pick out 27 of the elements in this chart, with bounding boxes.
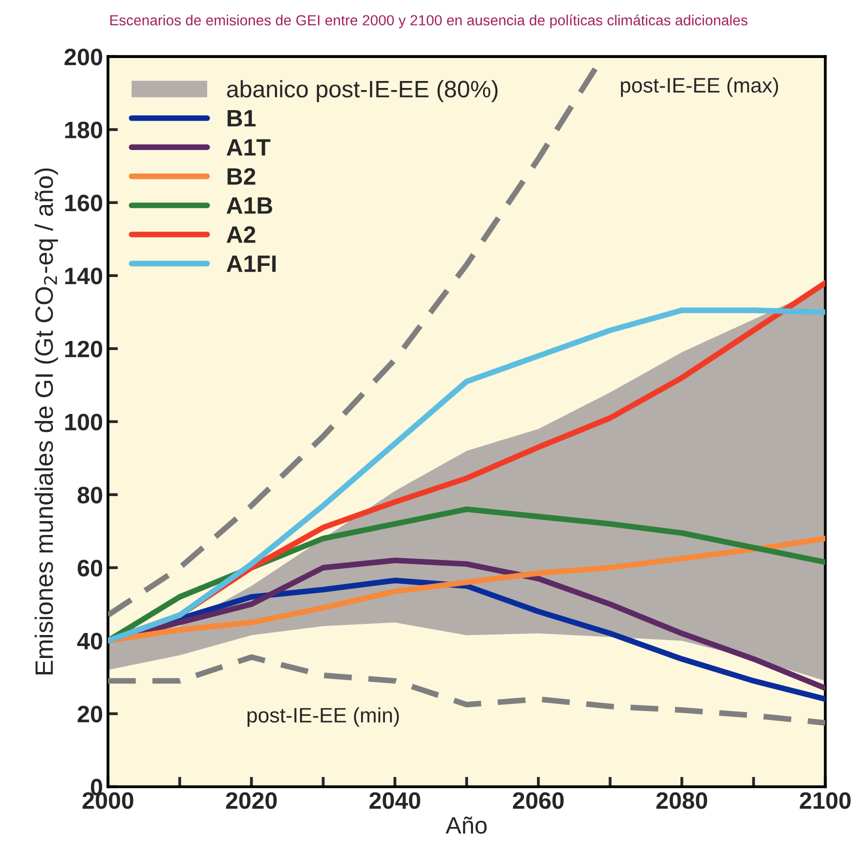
y-tick-label: 140 xyxy=(65,268,102,284)
y-tick-label: 20 xyxy=(78,706,102,722)
legend-label: A2 xyxy=(226,226,256,243)
legend-label: B1 xyxy=(228,110,256,126)
legend-label: A1B xyxy=(226,197,272,214)
y-tick-label: 60 xyxy=(78,560,102,576)
y-tick-label: 100 xyxy=(65,414,102,430)
legend-label: A1T xyxy=(226,139,270,156)
x-tick-label: 2020 xyxy=(226,792,277,809)
y-tick-label: 160 xyxy=(65,194,102,212)
series-label: post-IE-EE (max) xyxy=(620,77,778,97)
legend-label: A1FI xyxy=(226,256,276,272)
series-label: post-IE-EE (min) xyxy=(248,707,399,727)
legend-label: B2 xyxy=(228,168,256,185)
x-tick-label: 2080 xyxy=(656,792,708,809)
x-tick-label: 2100 xyxy=(800,792,851,809)
y-tick-label: 120 xyxy=(65,340,102,358)
x-tick-label: 2040 xyxy=(369,792,420,809)
y-tick-label: 40 xyxy=(77,632,102,650)
legend-label: abanico post-IE-EE (80%) xyxy=(227,80,498,102)
y-tick-label: 80 xyxy=(78,486,102,504)
y-tick-label: 180 xyxy=(65,122,102,138)
x-tick-label: 2060 xyxy=(512,792,564,809)
chart-title: Escenarios de emisiones de GEI entre 2000 y 2100 en ausencia de políticas climáticas adicionales xyxy=(110,14,748,28)
y-tick-label: 200 xyxy=(64,48,102,66)
y-axis-title: Emisiones mundiales de GI (Gt CO$_{2}$-eq / año) xyxy=(34,168,58,674)
x-axis-title: Año xyxy=(446,816,487,834)
